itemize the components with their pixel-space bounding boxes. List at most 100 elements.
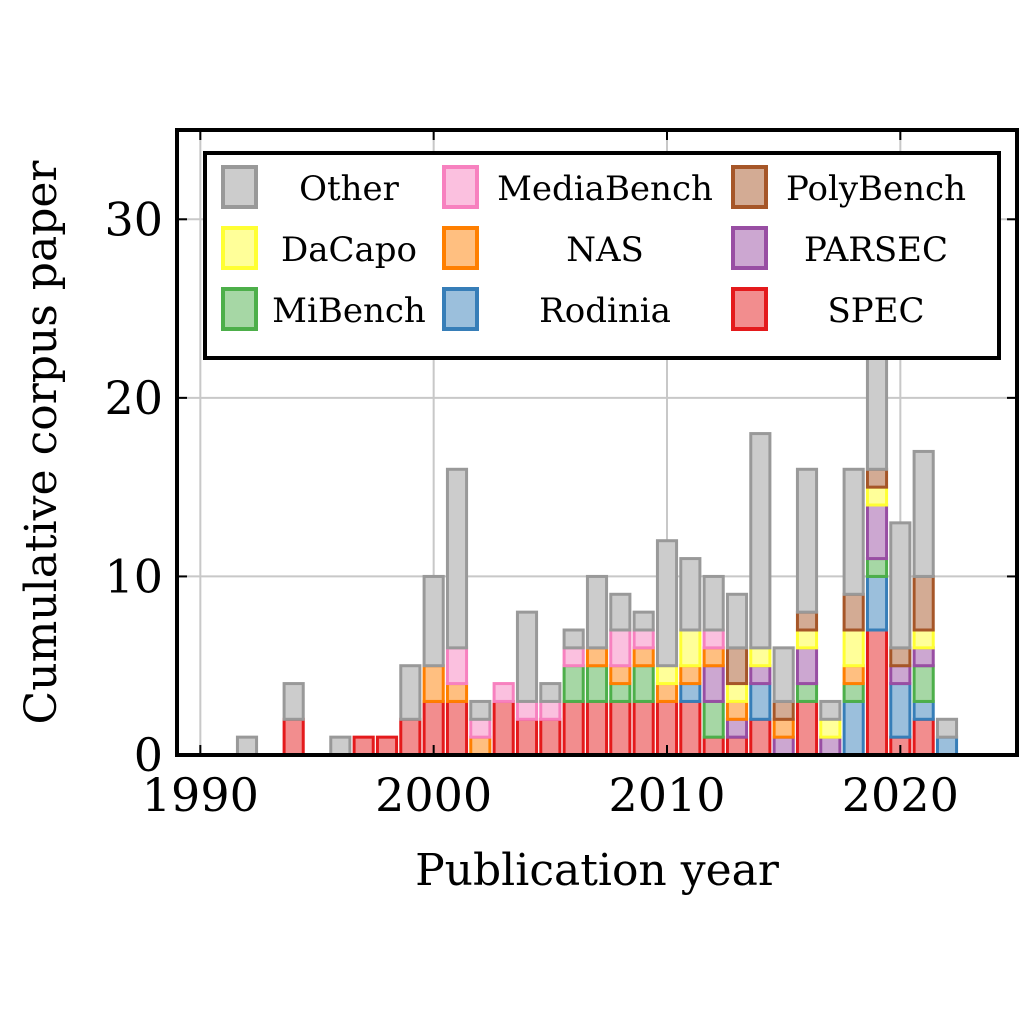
bar-2014-rodinia [749, 682, 772, 721]
bar-2004-other [515, 610, 539, 703]
bar-2019-spec [865, 628, 889, 757]
bar-2012-mibench [702, 699, 725, 739]
y-tick-label-30: 30 [104, 192, 163, 246]
bar-2021-mibench [912, 664, 935, 703]
bar-1992-other [235, 735, 259, 757]
bar-2017-other [819, 699, 842, 721]
legend-swatch-mibench [221, 287, 258, 331]
bar-2017-dacapo [819, 717, 842, 739]
bar-2017-parsec [819, 735, 842, 757]
legend-label-rodinia: Rodinia [539, 291, 671, 331]
bar-2020-polybench [889, 646, 912, 668]
bar-2002-nas [469, 735, 492, 757]
bar-2018-nas [842, 664, 865, 686]
bar-2012-mediabench [702, 628, 725, 650]
bar-2014-dacapo [749, 646, 772, 668]
bar-1996-other [329, 735, 352, 757]
bar-2016-polybench [795, 610, 819, 632]
bar-2015-other [772, 646, 795, 703]
x-tick-label-2020: 2020 [842, 768, 959, 822]
bar-2018-rodinia [842, 699, 865, 757]
bar-2012-other [702, 574, 725, 632]
bar-2016-other [795, 467, 819, 614]
legend-label-dacapo: DaCapo [281, 230, 417, 270]
bar-2014-spec [749, 717, 772, 757]
legend-swatch-mediabench [442, 165, 479, 209]
bar-1997-spec [352, 735, 375, 757]
bar-2008-mibench [609, 682, 632, 703]
bar-1999-spec [399, 717, 422, 757]
bar-2001-spec [445, 699, 469, 757]
bar-2021-spec [912, 717, 935, 757]
bar-2016-parsec [795, 646, 819, 686]
bar-2005-mediabench [539, 699, 562, 721]
y-tick-label-20: 20 [104, 371, 163, 425]
bar-2010-dacapo [655, 664, 679, 686]
bar-2018-dacapo [842, 628, 865, 668]
bar-2019-rodinia [865, 574, 889, 632]
bar-2012-spec [702, 735, 725, 757]
bar-2019-polybench [865, 467, 889, 489]
bar-2002-mediabench [469, 717, 492, 739]
bar-1999-other [399, 664, 422, 721]
x-tick-label-1990: 1990 [142, 768, 259, 822]
legend-label-mediabench: MediaBench [497, 169, 713, 209]
bar-2010-nas [655, 682, 679, 703]
bar-2004-mediabench [515, 699, 539, 721]
bar-2007-other [585, 574, 609, 650]
bar-2008-mediabench [609, 628, 632, 668]
bar-2022-other [935, 717, 959, 739]
legend-label-parsec: PARSEC [804, 230, 948, 270]
bar-2011-spec [679, 699, 702, 757]
bar-2005-spec [539, 717, 562, 757]
bar-2006-other [562, 628, 585, 650]
legend-label-spec: SPEC [827, 291, 924, 331]
bar-2016-dacapo [795, 628, 819, 650]
bar-1994-spec [282, 717, 305, 757]
bar-2022-rodinia [935, 735, 959, 757]
bar-2013-spec [725, 735, 749, 757]
bar-2016-spec [795, 699, 819, 757]
bar-2019-other [865, 342, 889, 471]
bar-2009-other [632, 610, 655, 632]
bar-2009-mibench [632, 664, 655, 703]
bar-2006-mibench [562, 664, 585, 703]
x-axis-label: Publication year [415, 845, 780, 896]
bar-2008-nas [609, 664, 632, 686]
bar-2019-dacapo [865, 485, 889, 507]
bar-2018-polybench [842, 592, 865, 632]
axis-ticks: 1990 2000 2010 2020 0 10 20 30 [104, 130, 1017, 822]
bar-2009-nas [632, 646, 655, 668]
x-tick-label-2010: 2010 [608, 768, 725, 822]
bar-2015-parsec [772, 735, 795, 757]
x-tick-label-2000: 2000 [375, 768, 492, 822]
bar-2011-nas [679, 664, 702, 686]
bar-2008-spec [609, 699, 632, 757]
bar-2001-mediabench [445, 646, 469, 686]
bar-2020-parsec [889, 664, 912, 686]
legend-swatch-rodinia [442, 287, 479, 331]
bar-2012-nas [702, 646, 725, 668]
bar-2013-polybench [725, 646, 749, 686]
bar-2021-rodinia [912, 699, 935, 721]
bar-2013-nas [725, 699, 749, 721]
bar-2006-mediabench [562, 646, 585, 668]
legend-label-polybench: PolyBench [786, 169, 966, 209]
bar-2007-spec [585, 699, 609, 757]
bar-2003-spec [492, 699, 515, 757]
bar-2000-other [422, 574, 445, 668]
legend-swatch-parsec [731, 226, 768, 270]
bar-2012-parsec [702, 664, 725, 703]
bar-2018-mibench [842, 682, 865, 703]
bar-2014-parsec [749, 664, 772, 686]
bar-2018-other [842, 467, 865, 596]
bar-2009-mediabench [632, 628, 655, 650]
legend-swatch-dacapo [221, 226, 258, 270]
bar-2001-nas [445, 682, 469, 703]
legend-swatch-spec [731, 287, 768, 331]
bar-2021-other [912, 449, 935, 578]
bar-2013-parsec [725, 717, 749, 739]
bar-2006-spec [562, 699, 585, 757]
